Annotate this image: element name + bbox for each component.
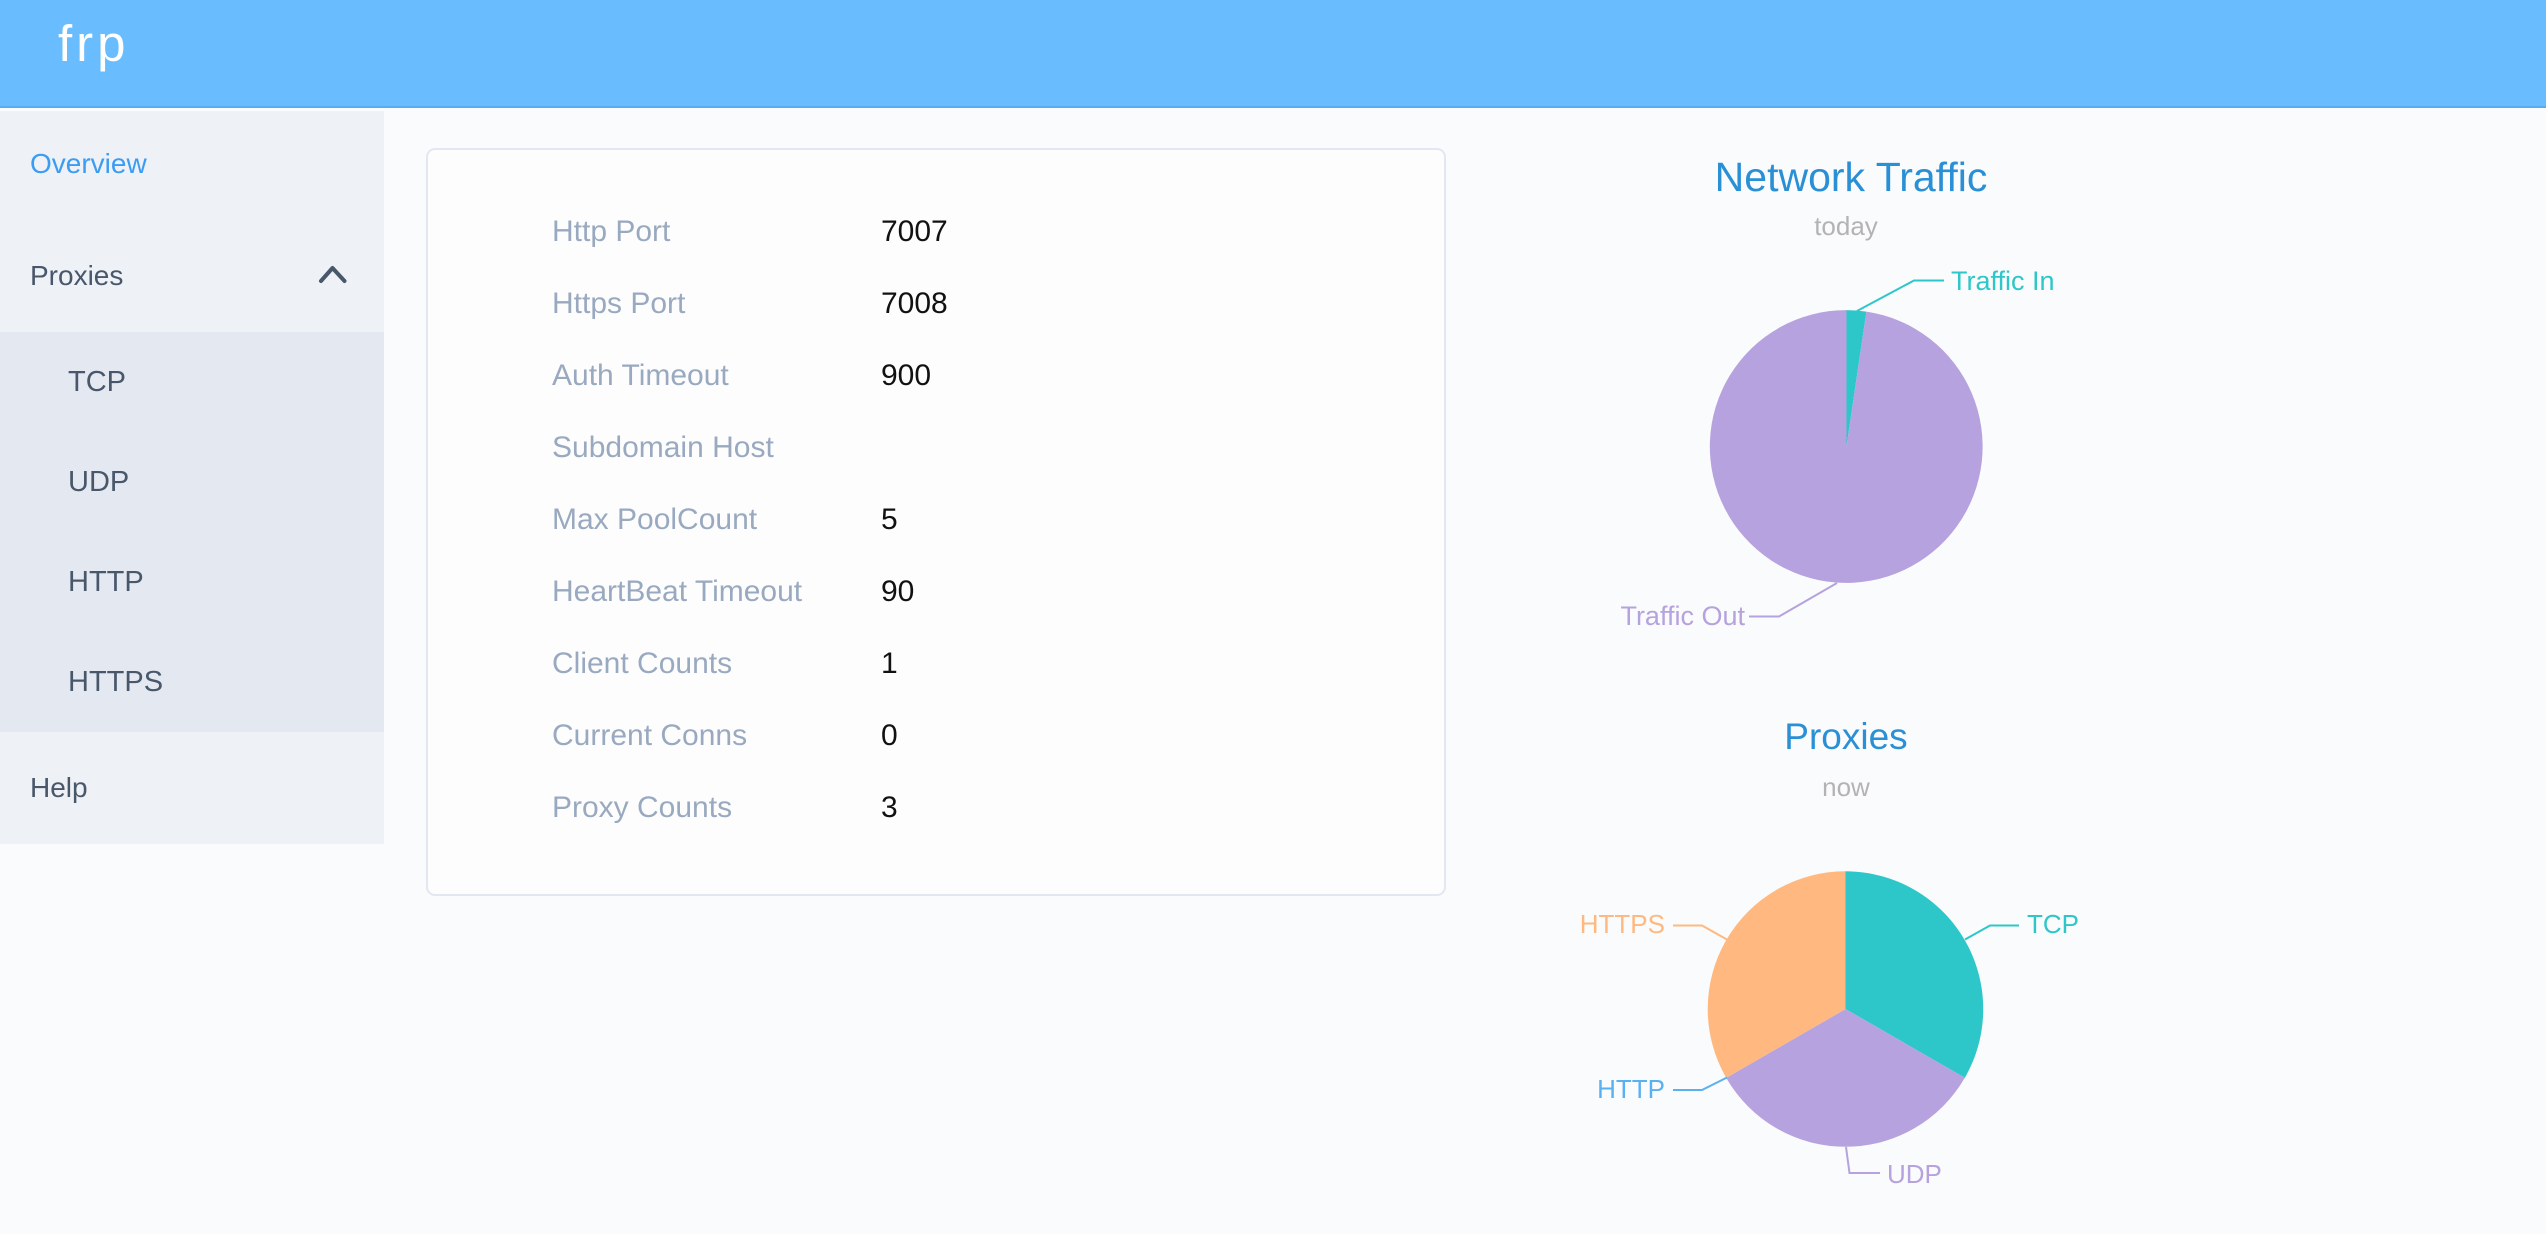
svg-text:HTTPS: HTTPS xyxy=(1580,909,1665,939)
svg-text:UDP: UDP xyxy=(1887,1159,1942,1189)
svg-text:TCP: TCP xyxy=(2027,909,2079,939)
svg-text:Traffic Out: Traffic Out xyxy=(1620,601,1745,631)
svg-text:Traffic In: Traffic In xyxy=(1951,266,2055,296)
svg-text:HTTP: HTTP xyxy=(1597,1074,1665,1104)
